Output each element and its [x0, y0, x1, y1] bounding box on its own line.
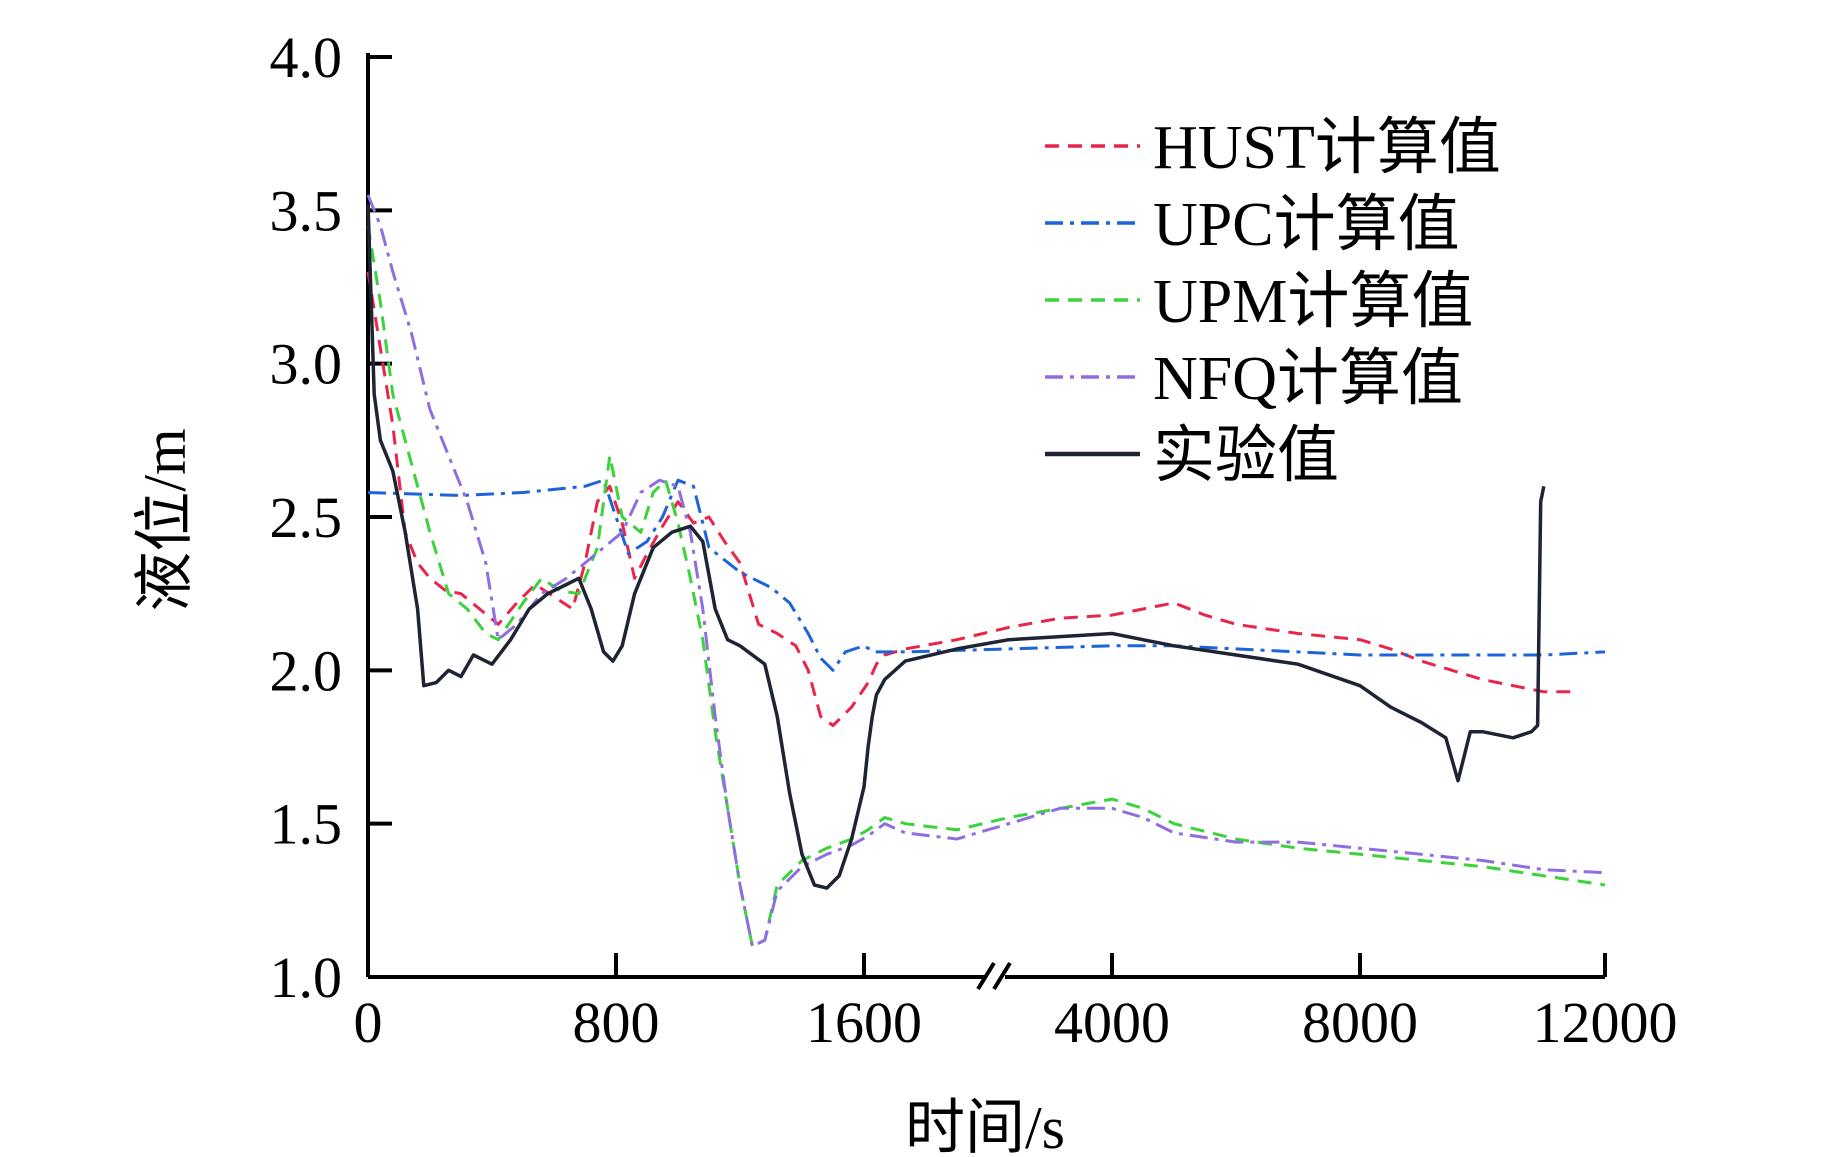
x-axis-title: 时间/s	[905, 1095, 1065, 1157]
series-line-3	[366, 225, 1606, 948]
y-tick-label: 1.0	[270, 945, 343, 1010]
y-tick-label: 3.0	[270, 332, 343, 397]
x-tick-label: 4000	[1054, 990, 1170, 1055]
series-layer	[366, 194, 1606, 948]
axis-break-mark-1	[976, 961, 996, 991]
legend-label-2: UPC计算值	[1153, 191, 1460, 259]
axis-break-mark-2	[992, 961, 1012, 991]
y-tick-label: 2.0	[270, 638, 343, 703]
legend-label-1: HUST计算值	[1153, 114, 1501, 182]
y-tick-label: 2.5	[270, 485, 343, 550]
series-line-4	[366, 194, 1606, 948]
y-tick-label: 3.5	[270, 178, 343, 243]
x-tick-label: 12000	[1533, 990, 1678, 1055]
y-tick-label: 4.0	[270, 25, 343, 90]
x-tick-label: 800	[573, 990, 660, 1055]
y-tick-label: 1.5	[270, 792, 343, 857]
x-tick-label: 0	[354, 990, 383, 1055]
y-axis-title: 液位/m	[132, 428, 198, 611]
x-tick-label: 8000	[1302, 990, 1418, 1055]
series-line-5	[366, 204, 1546, 890]
x-tick-label: 1600	[806, 990, 922, 1055]
legend-label-5: 实验值	[1153, 422, 1339, 490]
axes: 1.0 1.5 2.0 2.5 3.0 3.5 4.0 0 800 1600 4000 8000 120…	[270, 25, 1678, 1055]
legend-label-4: NFQ计算值	[1153, 345, 1463, 413]
series-line-2	[367, 478, 1606, 672]
legend-label-3: UPM计算值	[1153, 268, 1473, 336]
series-line-1	[366, 271, 1575, 727]
